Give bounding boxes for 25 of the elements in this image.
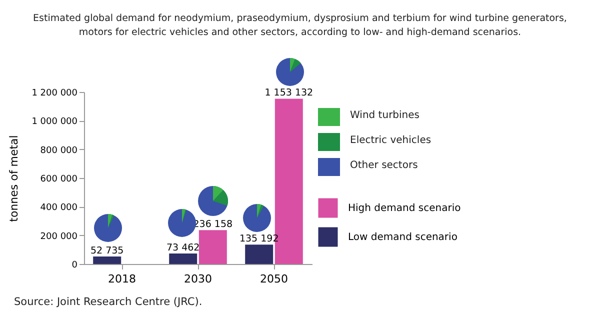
text: Wind turbines (350, 110, 420, 121)
y-tick-label: 200 000 (40, 232, 78, 242)
legend-label: Low demand scenario (348, 232, 458, 243)
y-axis-title: tonnes of metal (8, 135, 21, 222)
y-tick-label: 0 (72, 260, 78, 270)
data-label: 73 462 (166, 242, 200, 254)
x-tick-label: 2050 (260, 272, 288, 286)
x-tick-label: 2018 (108, 272, 136, 286)
bar (198, 230, 227, 264)
bar (93, 256, 122, 264)
x-tick-label: 2030 (184, 272, 212, 286)
data-label: 1 153 132 (264, 88, 314, 99)
chart-title: Estimated global demand for neodymium, praseodymium, dysprosium and terbium for wind turbine generators, motors for electric vehicles and other sectors, according to low- and high-demand scenarios. (32, 12, 568, 40)
y-tick-label: 1 000 000 (32, 117, 78, 128)
legend-label: High demand scenario (348, 203, 461, 214)
source-note: Source: Joint Research Centre (JRC). (14, 296, 202, 308)
data-label: 52 735 (90, 245, 124, 256)
text: Other sectors (350, 160, 418, 171)
y-tick-label: 800 000 (40, 146, 78, 156)
bar (169, 253, 198, 264)
y-tick-label: 1 200 000 (32, 88, 78, 98)
y-tick-label: 400 000 (40, 203, 78, 214)
text: Electric vehicles (350, 135, 432, 146)
bar (245, 244, 274, 264)
y-tick-label: 600 000 (40, 174, 78, 184)
